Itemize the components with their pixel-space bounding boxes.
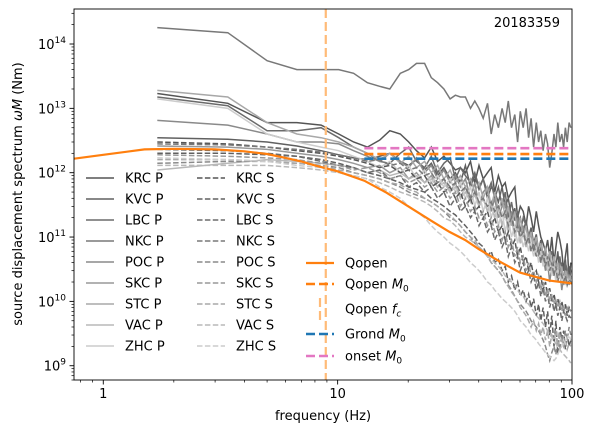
legend-label-grond-m0: Grond M0 xyxy=(345,328,406,345)
series-vac-s xyxy=(157,164,572,364)
legend-label-qopen-m0: Qopen M0 xyxy=(345,278,409,295)
series-poc-s xyxy=(157,160,572,364)
legend-label-lbc-s: LBC S xyxy=(236,214,273,229)
legend-label-nkc-s: NKC S xyxy=(236,235,275,250)
legend-label-onset-m0: onset M0 xyxy=(345,350,402,367)
series-zhc-p xyxy=(157,98,572,286)
legend-stations: KRC P KVC P LBC P NKC P POC P SKC P STC P VAC P… xyxy=(86,172,276,355)
legend-label-qopen: Qopen xyxy=(345,257,388,272)
legend-label-krc-p: KRC P xyxy=(125,172,163,187)
series-layer xyxy=(157,26,572,364)
legend-label-skc-s: SKC S xyxy=(236,277,274,292)
x-tick-label: 10 xyxy=(329,387,346,402)
series-qopen xyxy=(74,147,572,285)
legend-label-krc-s: KRC S xyxy=(236,172,274,187)
legend-label-stc-s: STC S xyxy=(236,298,273,313)
legend-reference: Qopen Qopen M0 Qopen fc Grond M0 onset M0 xyxy=(306,257,409,367)
series-kvc-s xyxy=(157,152,572,355)
y-axis-label-text: source displacement spectrum xyxy=(11,121,26,326)
legend-label-zhc-p: ZHC P xyxy=(125,340,165,355)
series-nkc-p xyxy=(157,26,572,168)
x-axis: 1 10 100 xyxy=(80,380,585,402)
legend-label-poc-p: POC P xyxy=(125,256,164,271)
y-tick-label: 1010 xyxy=(38,293,66,310)
legend-label-qopen-fc: Qopen fc xyxy=(345,303,401,320)
y-tick-label: 109 xyxy=(44,358,67,375)
series-skc-s xyxy=(157,154,572,316)
x-axis-label: frequency (Hz) xyxy=(275,409,371,424)
legend-label-kvc-s: KVC S xyxy=(236,193,275,208)
y-axis-label-unit: (Nm) xyxy=(11,62,26,99)
y-tick-label: 1011 xyxy=(38,229,66,246)
legend-label-stc-p: STC P xyxy=(125,298,162,313)
y-tick-label: 1012 xyxy=(38,165,66,182)
reference-lines-layer xyxy=(74,9,572,380)
legend-label-kvc-p: KVC P xyxy=(125,193,164,208)
series-vac-p xyxy=(157,158,572,288)
x-tick-label: 1 xyxy=(99,387,107,402)
y-axis-label-symbol: ωM xyxy=(11,99,26,121)
y-axis-label: source displacement spectrum ωM (Nm) xyxy=(11,62,26,325)
legend-label-vac-s: VAC S xyxy=(236,319,274,334)
y-axis: 109 1010 1011 1012 1013 1014 xyxy=(38,12,74,381)
legend-label-vac-p: VAC P xyxy=(125,319,163,334)
series-zhc-s xyxy=(157,157,572,362)
plot-frame xyxy=(73,8,573,381)
x-tick-label: 100 xyxy=(560,387,585,402)
legend-label-zhc-s: ZHC S xyxy=(236,340,276,355)
legend-label-nkc-p: NKC P xyxy=(125,235,164,250)
legend-label-lbc-p: LBC P xyxy=(125,214,162,229)
legend-label-skc-p: SKC P xyxy=(125,277,162,292)
event-annotation: 20183359 xyxy=(494,16,560,31)
series-lbc-s xyxy=(157,148,572,323)
legend-label-poc-s: POC S xyxy=(236,256,276,271)
y-tick-label: 1013 xyxy=(38,100,66,117)
series-stc-s xyxy=(157,158,572,353)
y-tick-label: 1014 xyxy=(38,36,66,53)
